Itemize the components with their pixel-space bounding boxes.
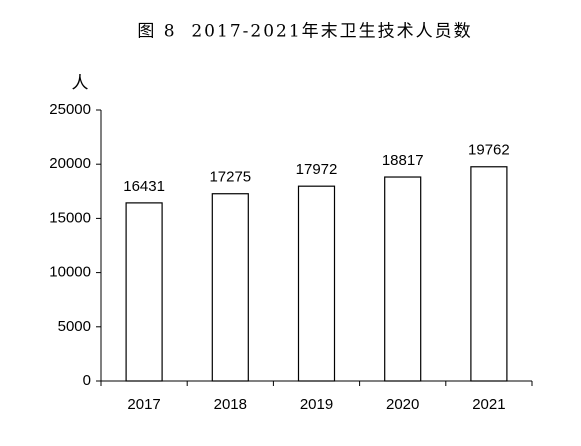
data-label: 16431	[123, 178, 165, 195]
bar	[297, 185, 336, 382]
data-label: 18817	[382, 152, 424, 169]
y-tick-label: 5000	[58, 318, 91, 335]
y-tick-label: 15000	[49, 209, 91, 226]
data-label: 17275	[209, 169, 251, 186]
x-tick-label: 2017	[127, 396, 160, 413]
bar	[211, 193, 249, 382]
bar	[470, 166, 508, 382]
data-label: 19762	[468, 142, 510, 159]
x-tick-label: 2018	[214, 396, 247, 413]
data-label: 17972	[296, 161, 338, 178]
y-tick-label: 10000	[49, 264, 91, 281]
x-tick-label: 2019	[300, 396, 333, 413]
y-tick-label: 20000	[49, 155, 91, 172]
x-tick-label: 2020	[386, 396, 419, 413]
bar	[384, 176, 422, 382]
bar	[125, 202, 163, 382]
y-tick-label: 0	[83, 372, 91, 389]
y-axis-label: 人	[72, 73, 89, 92]
chart-title: 图 8 2017-2021年末卫生技术人员数	[137, 22, 472, 42]
y-tick-label: 25000	[49, 101, 91, 118]
x-tick-label: 2021	[472, 396, 505, 413]
